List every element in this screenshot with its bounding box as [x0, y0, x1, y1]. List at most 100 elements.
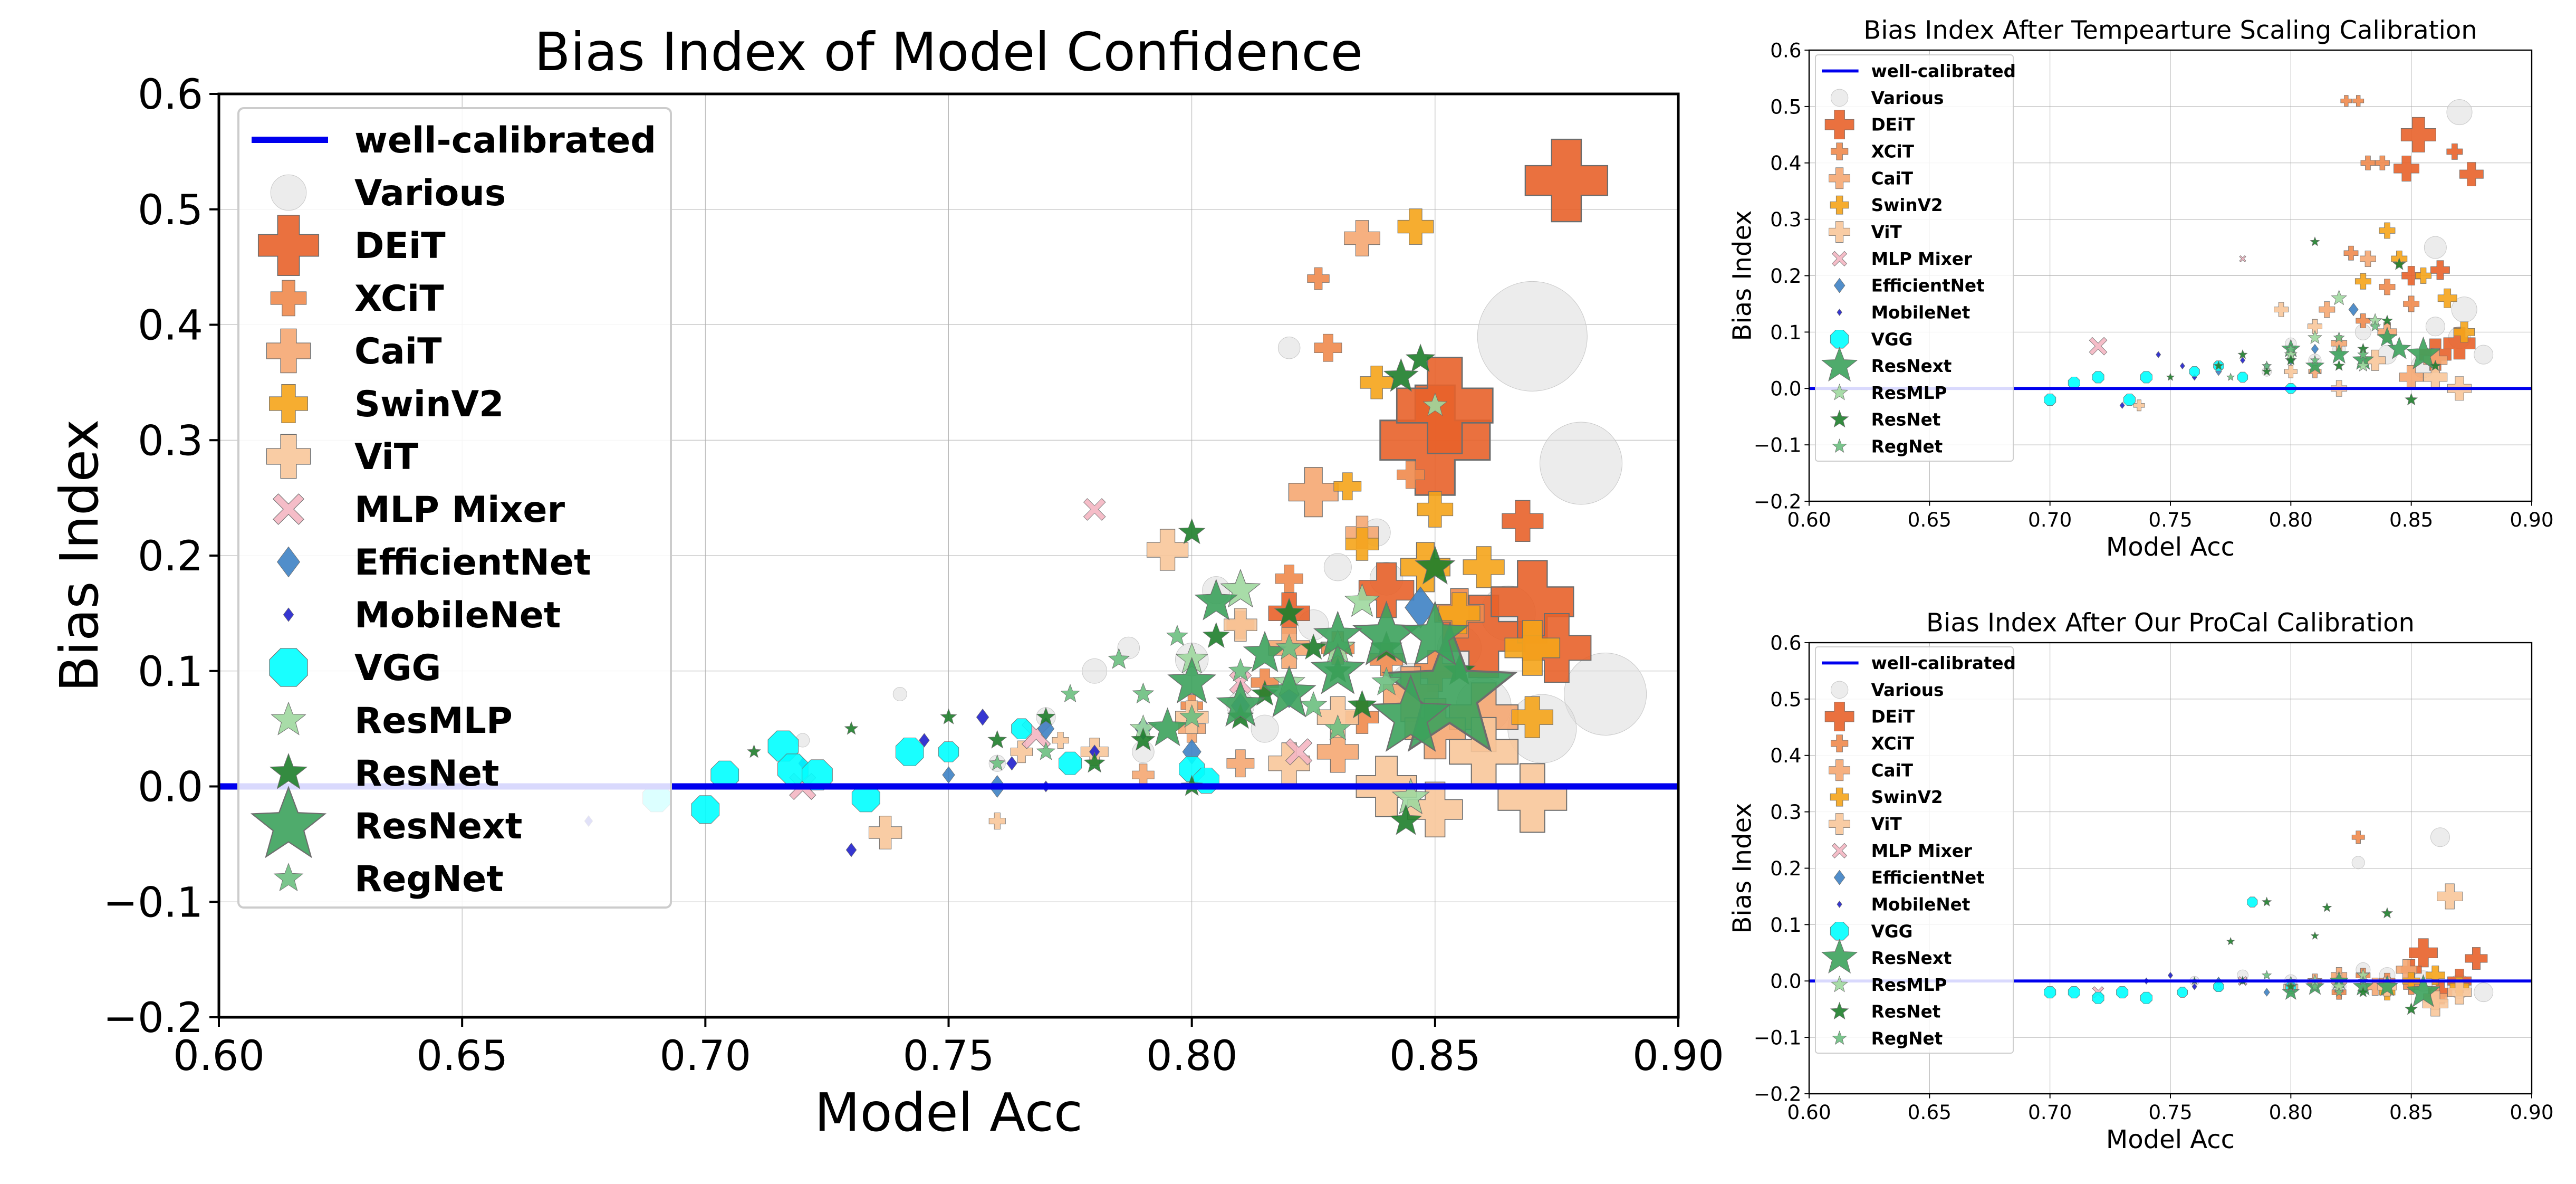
point-cait	[2319, 301, 2335, 318]
point-resnet	[1347, 690, 1377, 719]
point-regnet	[1108, 647, 1130, 669]
point-mobilenet	[919, 733, 930, 748]
point-resmlp	[2331, 290, 2348, 305]
point-xcit	[1275, 565, 1303, 593]
point-regnet	[2262, 970, 2272, 980]
point-resnet	[2310, 236, 2320, 246]
point-resnet	[1274, 597, 1304, 626]
point-swinv2	[2437, 288, 2457, 308]
legend-label: EfficientNet	[1871, 276, 1985, 296]
legend-swatch	[1832, 251, 1848, 266]
legend-item-resmlp: ResMLP	[1831, 975, 1947, 995]
x-axis-label: Model Acc	[814, 1082, 1083, 1143]
point-resnet	[1405, 343, 1436, 373]
legend-item-well-calibrated: well-calibrated	[252, 120, 656, 161]
point-mobilenet	[2179, 362, 2185, 370]
chart-procal: 0.60 0.65 0.70 0.75 0.80 0.85 0.90 0.6 0.5 0.4 0.3…	[1728, 608, 2554, 1154]
point-vit	[2308, 319, 2322, 334]
legend-item-deit: DEiT	[1824, 702, 1915, 732]
point-mlp-mixer	[1285, 738, 1313, 766]
point-mlp-mixer	[2089, 337, 2108, 356]
point-deit	[2409, 938, 2438, 968]
point-vgg	[2044, 986, 2056, 999]
point-resnet	[1083, 751, 1106, 773]
chart-title: Bias Index After Our ProCal Calibration	[1926, 608, 2415, 637]
legend-label: CaiT	[1871, 168, 1914, 188]
point-mobilenet	[2191, 983, 2197, 990]
legend-item-cait: CaiT	[1829, 759, 1914, 781]
point-vgg	[895, 738, 924, 766]
y-tick-label: 0.4	[1770, 151, 1802, 175]
legend-swatch	[1821, 347, 1858, 382]
legend-swatch	[271, 701, 306, 736]
point-regnet	[2310, 981, 2320, 991]
point-vgg	[691, 795, 720, 824]
point-vgg	[1059, 751, 1082, 775]
legend-label: CaiT	[1871, 760, 1914, 780]
point-regnet	[988, 755, 1006, 771]
point-resnext	[2406, 974, 2441, 1007]
points-main	[584, 138, 1647, 857]
point-xcit	[1314, 333, 1342, 362]
y-tick-label: 0.6	[138, 71, 203, 119]
legend-label: ResNet	[1871, 410, 1941, 430]
point-resnext	[2329, 343, 2350, 364]
legend-label: SwinV2	[1871, 195, 1943, 215]
legend-label: ResNext	[1871, 356, 1952, 376]
point-swinv2	[2354, 273, 2371, 290]
point-mlp-mixer	[1083, 498, 1106, 521]
point-mobilenet	[2119, 402, 2125, 409]
legend-item-vit: ViT	[1829, 221, 1902, 243]
point-regnet	[1132, 682, 1155, 704]
legend-label: RegNet	[354, 858, 504, 900]
point-resnet	[1131, 727, 1156, 751]
legend-item-well-calibrated: well-calibrated	[1822, 653, 2016, 673]
point-swinv2	[2454, 321, 2475, 343]
x-tick-label: 0.60	[1787, 1101, 1831, 1124]
legend-item-regnet: RegNet	[273, 858, 504, 900]
point-resnet	[1383, 358, 1419, 392]
x-tick-label: 0.90	[2510, 508, 2553, 531]
point-vgg	[2092, 371, 2104, 384]
legend-item-deit: DEiT	[1824, 110, 1915, 140]
legend-label: MLP Mixer	[1871, 249, 1972, 269]
legend-label: MobileNet	[354, 595, 561, 636]
legend-swatch	[1831, 384, 1849, 400]
legend-swatch	[270, 280, 307, 317]
legend-label: ResMLP	[354, 700, 513, 742]
legend-label: ResNet	[1871, 1002, 1941, 1022]
point-resnet	[2381, 314, 2394, 326]
legend-label: MobileNet	[1871, 302, 1971, 322]
point-mobilenet	[976, 708, 989, 726]
point-vgg	[802, 759, 833, 790]
x-tick-label: 0.70	[2028, 1101, 2072, 1124]
legend-item-mobilenet: MobileNet	[283, 595, 561, 636]
point-vit	[2437, 883, 2463, 910]
y-tick-label: −0.2	[1754, 490, 1802, 513]
legend-swatch	[1824, 110, 1854, 140]
legend-swatch	[1829, 221, 1850, 243]
y-tick-label: 0.3	[1770, 800, 1802, 824]
point-regnet	[1371, 666, 1401, 695]
point-resmlp	[1344, 583, 1380, 617]
legend-swatch	[1833, 278, 1846, 293]
point-regnet	[2357, 348, 2369, 360]
point-resnext	[2406, 336, 2441, 369]
legend-swatch	[1829, 813, 1850, 835]
legend-swatch	[1832, 843, 1848, 858]
point-deit	[2446, 143, 2463, 160]
point-vgg	[2213, 981, 2224, 992]
y-tick-label: −0.1	[103, 879, 203, 927]
y-tick-label: 0.2	[1770, 264, 1802, 288]
x-tick-label: 0.85	[1389, 1033, 1481, 1080]
point-vgg	[2092, 991, 2104, 1004]
legend-swatch	[1830, 681, 1849, 699]
point-various	[2425, 317, 2445, 337]
point-resnet	[2429, 359, 2442, 371]
legend-item-regnet: RegNet	[1832, 1029, 1943, 1049]
y-tick-label: 0.5	[138, 187, 203, 234]
point-vgg	[2247, 896, 2258, 908]
legend-item-mlp-mixer: MLP Mixer	[1832, 249, 1972, 269]
point-xcit	[2352, 95, 2364, 107]
point-resnet	[1415, 546, 1456, 585]
